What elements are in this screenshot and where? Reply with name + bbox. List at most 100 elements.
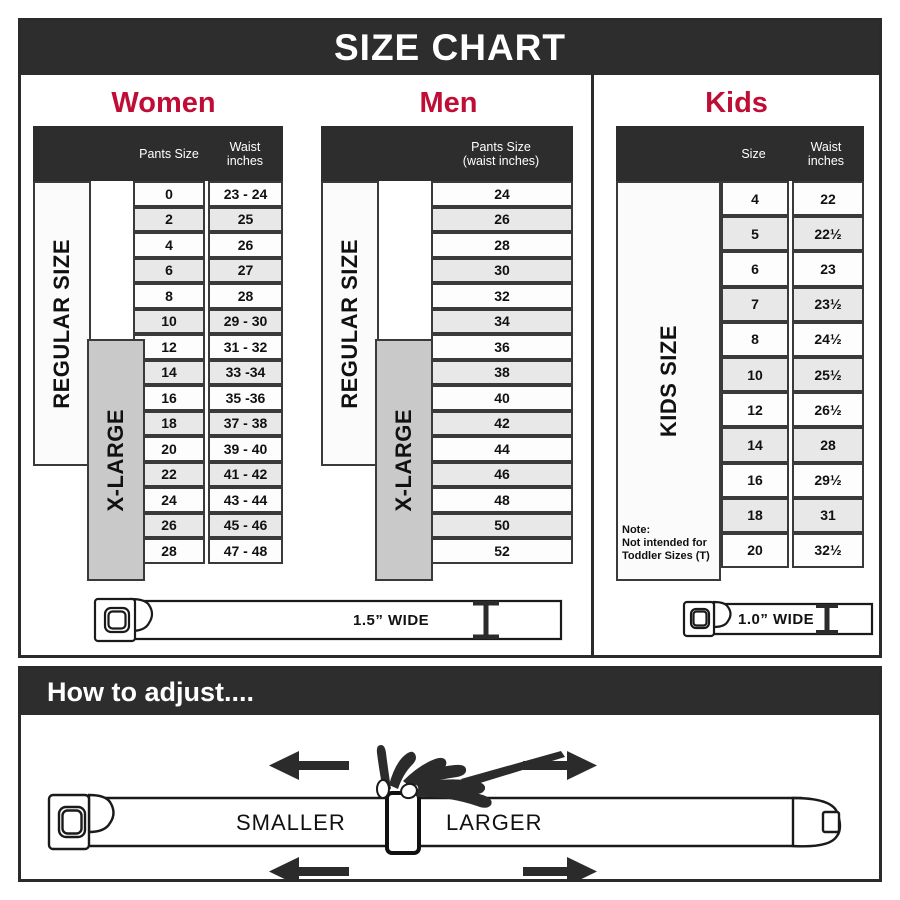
men-regular-size-label: REGULAR SIZE (321, 181, 379, 466)
kids-belt-svg (682, 600, 874, 638)
adult-belt-width-label: 1.5” WIDE (353, 612, 430, 629)
table-row: 52 (431, 538, 573, 564)
men-col-header-pants-size: Pants Size (waist inches) (431, 140, 571, 168)
table-row: 22 41 - 42 (133, 461, 283, 487)
table-row: 20 39 - 40 (133, 436, 283, 462)
adult-belt-diagram: 1.5” WIDE (81, 589, 571, 651)
arrow-right-top (523, 751, 597, 780)
title-bar: SIZE CHART (21, 21, 879, 75)
table-cell-size: 50 (431, 512, 573, 538)
size-chart-card: SIZE CHART Women Men Kids Pants Size Wai… (18, 18, 882, 658)
table-cell-waist: 22½ (792, 216, 864, 252)
hand-icon (376, 745, 565, 808)
table-row: 36 (431, 334, 573, 360)
kids-belt-diagram: 1.0” WIDE (676, 593, 876, 647)
table-cell-size: 16 (721, 462, 789, 498)
table-row: 12 31 - 32 (133, 334, 283, 360)
table-row: 46 (431, 461, 573, 487)
table-row: 10 29 - 30 (133, 308, 283, 334)
kids-waist-word: Waist (810, 139, 842, 154)
table-row: 30 (431, 257, 573, 283)
table-cell-size: 12 (721, 392, 789, 428)
table-cell-size: 36 (431, 334, 573, 360)
table-cell-waist: 29 - 30 (208, 308, 283, 334)
width-tick-marks (473, 601, 499, 639)
table-cell-size: 40 (431, 385, 573, 411)
table-row: 2 25 (133, 206, 283, 232)
kids-note-line1: Note: (622, 524, 651, 536)
table-cell-size: 52 (431, 538, 573, 564)
kids-belt-width-label: 1.0” WIDE (738, 611, 815, 628)
table-cell-waist: 31 - 32 (208, 334, 283, 360)
table-cell-waist: 39 - 40 (208, 436, 283, 462)
kids-rows: 4 22 5 22½ 6 23 7 23½ 8 24½ 10 25½ 12 26½ 14 28 16 29½ 18 3… (721, 181, 864, 569)
table-cell-size: 20 (721, 532, 789, 569)
table-row: 34 (431, 308, 573, 334)
table-row: 40 (431, 385, 573, 411)
table-cell-size: 7 (721, 286, 789, 322)
kids-note: Note: Not intended for Toddler Sizes (T) (622, 524, 722, 563)
table-cell-size: 42 (431, 410, 573, 436)
table-cell-waist: 23 - 24 (208, 181, 283, 207)
kids-table: Size Waist inches KIDS SIZE Note: Not in… (616, 126, 871, 581)
table-cell-size: 26 (133, 512, 205, 538)
table-cell-waist: 47 - 48 (208, 538, 283, 564)
table-row: 10 25½ (721, 356, 864, 393)
table-cell-waist: 28 (208, 283, 283, 309)
table-cell-waist: 29½ (792, 462, 864, 498)
table-cell-waist: 23 (792, 251, 864, 287)
table-row: 16 35 -36 (133, 385, 283, 411)
table-cell-size: 8 (133, 283, 205, 309)
table-cell-size: 34 (431, 308, 573, 334)
how-to-adjust-bar: How to adjust.... (21, 669, 879, 715)
arrow-left-top (269, 751, 349, 780)
table-cell-size: 6 (133, 257, 205, 283)
table-row: 28 (431, 232, 573, 258)
men-table: Pants Size (waist inches) REGULAR SIZE X… (321, 126, 579, 581)
fingernails (376, 779, 418, 800)
table-row: 26 45 - 46 (133, 512, 283, 538)
section-divider (591, 75, 594, 658)
table-cell-size: 4 (721, 181, 789, 217)
women-table: Pants Size Waist inches REGULAR SIZE X-L… (33, 126, 293, 581)
table-cell-waist: 35 -36 (208, 385, 283, 411)
adjust-belt-diagram: SMALLER LARGER (31, 715, 875, 886)
table-cell-size: 18 (133, 410, 205, 436)
table-row: 32 (431, 283, 573, 309)
table-cell-waist: 26 (208, 232, 283, 258)
table-cell-size: 18 (721, 497, 789, 533)
men-header-line2: (waist inches) (462, 153, 540, 168)
table-row: 20 32½ (721, 532, 864, 569)
table-row: 48 (431, 487, 573, 513)
kids-table-header: Size Waist inches (616, 126, 864, 181)
table-cell-size: 30 (431, 257, 573, 283)
table-cell-size: 46 (431, 461, 573, 487)
table-cell-size: 24 (431, 181, 573, 207)
table-row: 18 37 - 38 (133, 410, 283, 436)
table-cell-size: 10 (133, 308, 205, 334)
belt-slider (385, 791, 421, 855)
table-cell-size: 6 (721, 251, 789, 287)
women-col-header-waist-inches: Waist inches (210, 140, 280, 168)
kids-size-label: KIDS SIZE (616, 181, 721, 581)
table-cell-size: 28 (431, 232, 573, 258)
kids-col-header-waist-inches: Waist inches (791, 140, 861, 168)
table-cell-waist: 33 -34 (208, 359, 283, 385)
table-row: 28 47 - 48 (133, 538, 283, 564)
table-cell-size: 32 (431, 283, 573, 309)
table-cell-size: 4 (133, 232, 205, 258)
table-row: 24 43 - 44 (133, 487, 283, 513)
table-row: 50 (431, 512, 573, 538)
women-inches-word: inches (226, 153, 264, 168)
kids-width-tick-marks (816, 604, 838, 634)
table-cell-size: 8 (721, 321, 789, 357)
table-cell-waist: 23½ (792, 286, 864, 322)
table-row: 18 31 (721, 497, 864, 533)
table-row: 8 24½ (721, 321, 864, 357)
men-header-line1: Pants Size (471, 139, 531, 154)
women-regular-size-label: REGULAR SIZE (33, 181, 91, 466)
table-cell-waist: 22 (792, 181, 864, 217)
table-cell-size: 16 (133, 385, 205, 411)
page-title: SIZE CHART (334, 27, 566, 68)
